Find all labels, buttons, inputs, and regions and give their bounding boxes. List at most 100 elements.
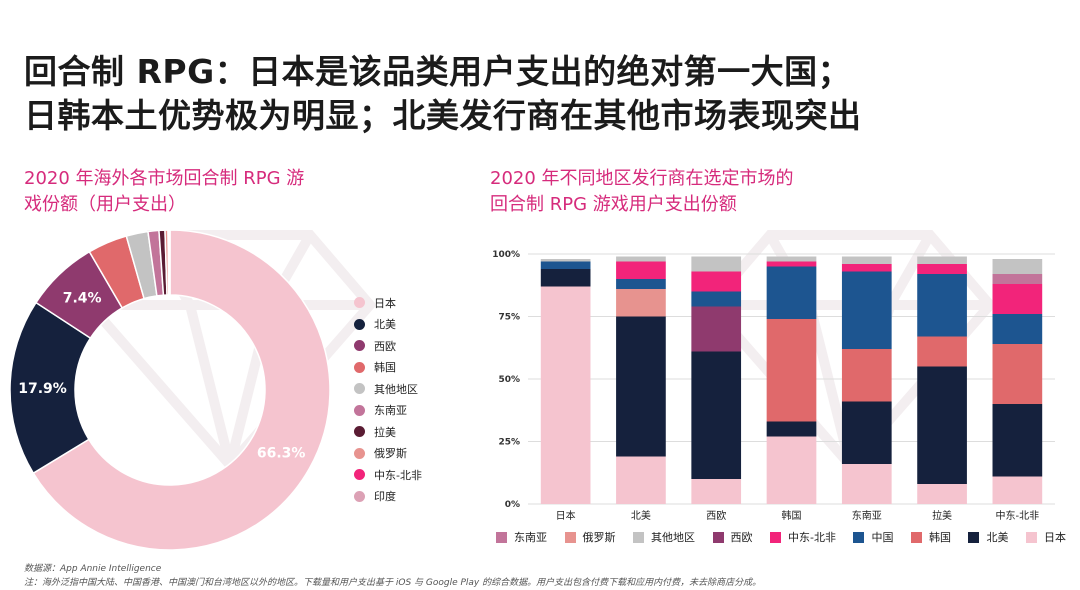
pie-chart-title: 2020 年海外各市场回合制 RPG 游 戏份额（用户支出） [24,166,354,218]
pie-legend-item-9: 印度 [354,486,464,508]
pie-legend-item-6: 拉美 [354,421,464,443]
pie-legend-swatch-3 [354,361,365,373]
bar-segment-4-2 [841,349,892,402]
bar-segment-2-6 [691,271,742,292]
bar-legend-label-8: 日本 [1043,531,1066,544]
bar-legend-label-3: 西欧 [730,531,753,544]
bar-legend-item-5: 中国 [853,529,893,545]
bar-segment-6-5 [992,314,1043,344]
pie-slice-9 [168,229,171,296]
bar-segment-1-1 [616,316,666,457]
bar-segment-5-8 [917,256,967,264]
bar-segment-5-6 [917,264,967,274]
x-tick-label-1: 北美 [631,509,651,522]
bar-legend-label-2: 其他地区 [651,531,695,544]
pie-legend-item-0: 日本 [354,292,464,314]
pie-chart-title-line-1: 2020 年海外各市场回合制 RPG 游 [24,168,305,189]
stacked-bar-chart: 0% 25% 50% 75% 100% 日本 北美 西欧 韩国 东南亚 拉美 中东-北非 [492,250,1055,522]
bar-segment-4-8 [841,256,892,264]
y-tick-label-1: 25% [498,438,520,448]
bar-chart-title: 2020 年不同地区发行商在选定市场的 回合制 RPG 游戏用户支出份额 [490,166,890,218]
bar-legend: 东南亚 俄罗斯 其他地区 西欧 中东-北非 中国 韩国 北美 日本 [496,529,1066,545]
bar-legend-item-8: 日本 [1025,529,1066,545]
bar-legend-item-3: 西欧 [712,529,753,545]
pie-legend-item-5: 东南亚 [354,400,464,422]
bar-segment-0-8 [540,259,591,262]
bar-chart-title-line-2: 回合制 RPG 游戏用户支出份额 [490,194,737,215]
donut-chart: 66.3% 17.9% 7.4% [9,229,331,551]
pie-legend-swatch-9 [354,490,365,502]
bar-segment-3-8 [766,256,817,262]
bar-legend-swatch-5 [853,531,865,543]
x-tick-label-3: 韩国 [782,509,802,522]
y-tick-label-2: 50% [498,375,520,385]
y-tick-label-3: 75% [498,313,520,323]
bar-segment-6-7 [992,274,1043,284]
pie-legend-item-8: 中东-北非 [354,464,464,486]
page-title-line-2: 日韩本土优势极为明显；北美发行商在其他市场表现突出 [24,96,862,135]
bar-segment-6-8 [992,259,1043,274]
pie-legend-label-0: 日本 [374,296,396,310]
bar-segment-0-1 [540,269,591,287]
pie-legend-label-4: 其他地区 [374,382,418,396]
pie-legend-swatch-1 [354,318,365,330]
bar-segment-5-0 [917,484,967,504]
bar-legend-swatch-0 [496,531,507,543]
pie-legend-item-4: 其他地区 [354,378,464,400]
bar-segment-2-8 [691,256,742,272]
x-tick-label-6: 中东-北非 [996,509,1040,522]
pie-legend-item-7: 俄罗斯 [354,443,464,465]
pie-legend-item-3: 韩国 [354,357,464,379]
pie-legend-item-1: 北美 [354,314,464,336]
bar-legend-item-6: 韩国 [910,529,951,545]
bar-segment-5-5 [917,274,967,337]
pie-legend-label-9: 印度 [374,490,396,504]
pie-chart-title-line-2: 戏份额（用户支出） [24,194,186,215]
bar-segment-3-2 [766,319,817,422]
bar-chart-title-line-1: 2020 年不同地区发行商在选定市场的 [490,168,794,189]
bar-legend-swatch-8 [1025,531,1037,543]
x-tick-label-0: 日本 [556,509,576,522]
bar-legend-item-4: 中东-北非 [770,529,836,545]
bar-legend-swatch-3 [712,531,724,543]
page-title: 回合制 RPG：日本是该品类用户支出的绝对第一大国； 日韩本土优势极为明显；北美… [24,50,1064,138]
bar-segment-0-0 [540,286,591,504]
bar-segment-3-6 [766,261,817,267]
pie-slice-label-0: 66.3% [257,445,306,461]
pie-legend-label-7: 俄罗斯 [374,447,407,461]
pie-legend-label-1: 北美 [374,318,396,332]
pie-legend-label-8: 中东-北非 [374,468,422,482]
source-note: 数据源：App Annie Intelligence [24,564,162,574]
bar-segment-5-2 [917,336,967,367]
pie-legend-swatch-8 [354,469,365,481]
bar-legend-swatch-2 [633,531,644,543]
pie-legend-item-2: 西欧 [354,335,464,357]
pie-slice-label-1: 17.9% [18,381,67,397]
pie-legend-label-3: 韩国 [374,361,396,375]
bar-segment-1-8 [616,256,666,262]
pie-legend: 日本北美西欧韩国其他地区东南亚拉美俄罗斯中东-北非印度 [354,292,464,507]
page-title-line-1: 回合制 RPG：日本是该品类用户支出的绝对第一大国； [24,52,852,91]
bar-legend-swatch-6 [910,531,922,543]
bar-segment-3-5 [766,266,817,319]
bar-legend-label-6: 韩国 [928,531,951,544]
bar-legend-item-7: 北美 [968,529,1008,545]
x-tick-label-5: 拉美 [932,509,952,522]
pie-legend-label-6: 拉美 [374,425,396,439]
pie-legend-label-2: 西欧 [374,339,396,353]
bar-legend-swatch-1 [564,531,576,543]
bar-segment-0-5 [540,261,591,269]
bar-segment-3-0 [766,436,817,504]
bar-segment-1-6 [616,261,666,279]
bar-segment-4-1 [841,401,892,464]
bar-segment-2-0 [691,479,742,504]
pie-legend-label-5: 东南亚 [374,404,407,418]
bar-legend-label-4: 中东-北非 [788,531,836,544]
pie-slice-label-2: 7.4% [63,291,102,307]
bar-segment-6-6 [992,284,1043,314]
bar-legend-item-2: 其他地区 [633,529,695,545]
bar-legend-label-5: 中国 [871,531,894,544]
bar-legend-label-1: 俄罗斯 [582,531,616,544]
x-tick-label-4: 东南亚 [852,509,882,522]
bar-segment-1-4 [616,289,666,317]
